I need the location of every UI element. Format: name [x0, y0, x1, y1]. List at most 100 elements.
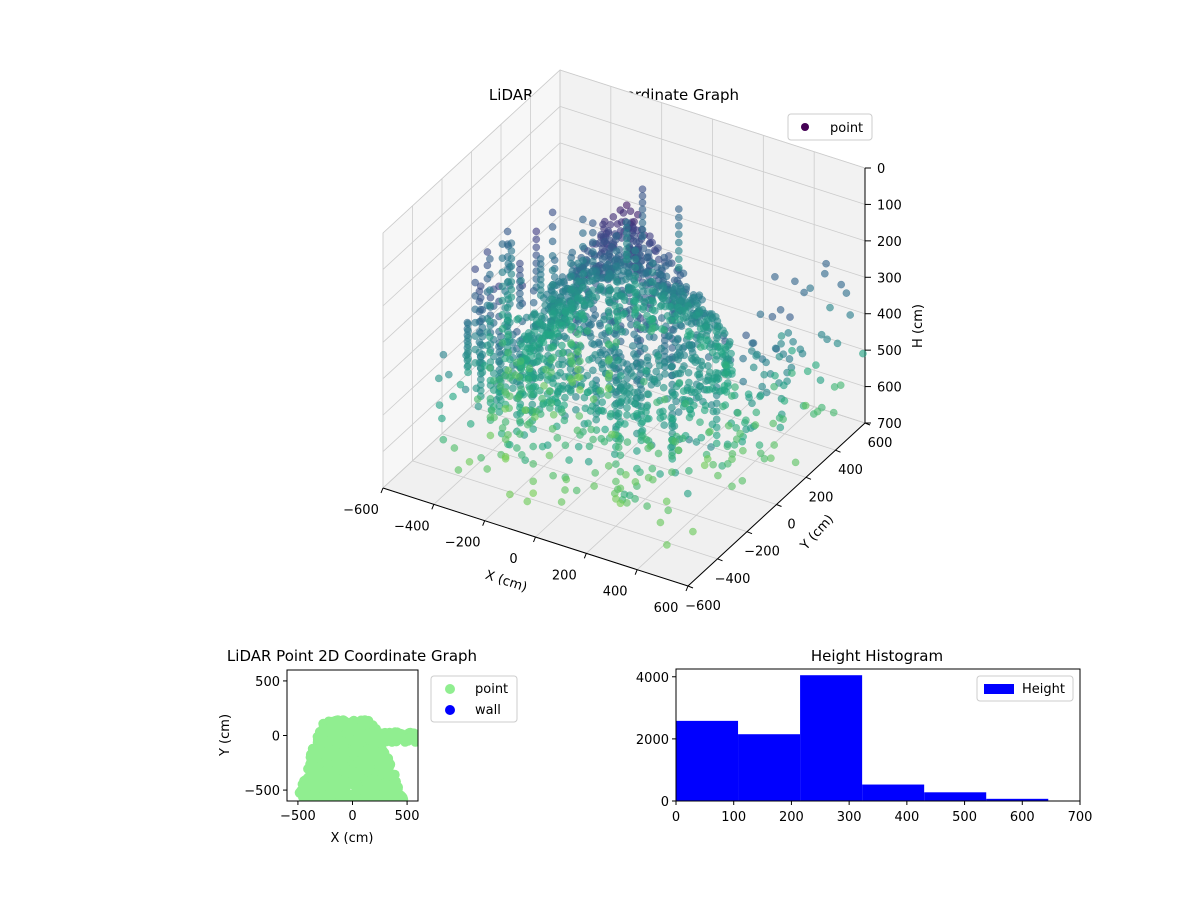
- point: [516, 301, 524, 310]
- point: [674, 408, 683, 416]
- point: [514, 394, 522, 402]
- point: [748, 339, 757, 348]
- point: [507, 247, 516, 255]
- point: [574, 373, 582, 382]
- point: [548, 223, 557, 231]
- point: [696, 382, 705, 391]
- point: [813, 407, 822, 416]
- chart-3d-legend-marker: [801, 123, 809, 131]
- chart-3d-zlabel: H (cm): [911, 304, 926, 348]
- point: [604, 227, 613, 235]
- point: [696, 418, 704, 427]
- x-tick-label: 200: [552, 568, 577, 583]
- point: [490, 413, 498, 422]
- point: [605, 250, 614, 258]
- point: [648, 464, 657, 473]
- point: [588, 276, 597, 285]
- point: [739, 446, 747, 455]
- point: [703, 455, 712, 463]
- point: [742, 416, 750, 425]
- grid-left-z: [382, 106, 561, 270]
- point: [574, 347, 582, 356]
- point: [721, 370, 730, 378]
- grid-left-z: [382, 178, 561, 343]
- chart-3d: LiDAR Point 3D Coordinate Graph −600−400…: [343, 69, 926, 616]
- point: [685, 413, 694, 422]
- point: [464, 347, 472, 356]
- point: [517, 385, 525, 394]
- point: [561, 486, 569, 494]
- point: [789, 337, 797, 346]
- point: [504, 330, 513, 339]
- point-2d: [303, 763, 314, 774]
- point: [620, 309, 628, 318]
- point: [666, 316, 674, 325]
- point: [674, 446, 683, 455]
- point: [579, 242, 587, 251]
- point: [605, 298, 614, 307]
- point: [659, 294, 668, 303]
- point: [592, 415, 601, 424]
- point: [530, 342, 539, 350]
- point: [537, 336, 546, 345]
- point: [616, 371, 625, 380]
- x-tick-label: 600: [654, 601, 679, 616]
- point: [504, 348, 513, 357]
- point: [483, 341, 492, 350]
- point: [614, 443, 623, 452]
- z-tick-label: 500: [877, 344, 902, 359]
- point: [496, 396, 505, 404]
- point: [548, 237, 557, 246]
- point: [438, 414, 446, 423]
- point: [506, 490, 514, 499]
- point: [548, 266, 557, 275]
- chart-3d-legend: point: [787, 113, 873, 141]
- point: [579, 256, 587, 265]
- x-tick: [685, 585, 689, 592]
- point: [486, 286, 494, 294]
- point: [623, 499, 631, 507]
- point-2d: [311, 752, 322, 763]
- point: [556, 302, 565, 311]
- point: [686, 405, 695, 414]
- point: [478, 350, 487, 359]
- point: [674, 230, 683, 239]
- point: [572, 393, 580, 401]
- point: [588, 267, 597, 275]
- point: [612, 232, 621, 240]
- point: [803, 367, 812, 376]
- chart-3d-points: [434, 185, 867, 549]
- point: [671, 282, 680, 291]
- point: [648, 305, 657, 314]
- point: [558, 321, 567, 330]
- point: [663, 541, 671, 549]
- point: [501, 418, 510, 426]
- point: [622, 470, 630, 479]
- point: [598, 331, 606, 340]
- point: [495, 408, 504, 416]
- point: [674, 303, 683, 312]
- point: [801, 401, 810, 410]
- point: [503, 303, 512, 312]
- point: [738, 476, 747, 485]
- point: [640, 377, 648, 386]
- point: [791, 277, 799, 286]
- point: [604, 391, 612, 399]
- point: [529, 477, 538, 486]
- point-2d: [314, 743, 325, 754]
- point: [612, 477, 620, 486]
- point: [567, 259, 575, 268]
- point: [547, 319, 555, 328]
- point: [674, 213, 683, 222]
- point: [755, 441, 764, 449]
- chart-3d-ticks: −600 −400 −200 0 200 400 600 −600 −400 −200 0 200 40…: [343, 162, 902, 616]
- point: [747, 347, 756, 355]
- point-2d: [314, 792, 324, 801]
- point: [601, 425, 609, 434]
- point: [638, 192, 647, 200]
- point-2d: [335, 735, 346, 746]
- point: [673, 334, 682, 343]
- point: [742, 425, 750, 434]
- point: [513, 315, 522, 324]
- point: [558, 349, 567, 357]
